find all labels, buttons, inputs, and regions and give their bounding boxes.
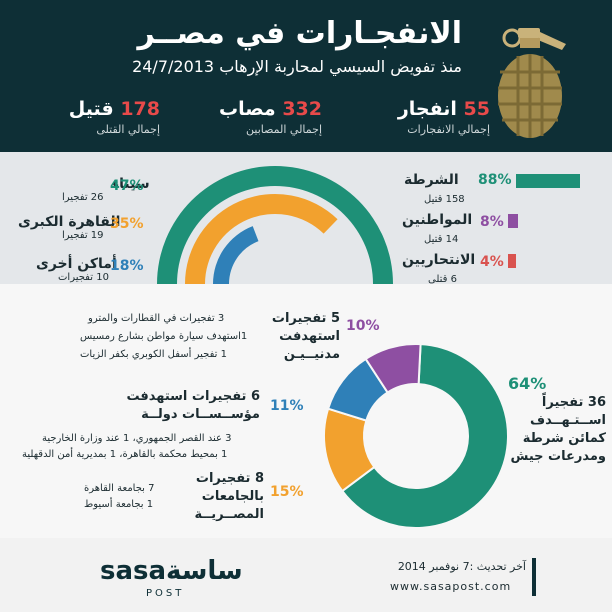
group-title-line: 6 تفجيرات استهدفت [126, 389, 260, 404]
website-link[interactable]: www.sasapost.com [390, 580, 512, 593]
group-title-line: المصــريــة [194, 507, 265, 522]
casualty-name: المواطنين [402, 212, 473, 228]
casualty-pct: 8% [480, 214, 504, 230]
donut-slice-0 [364, 343, 422, 394]
group-title: 8 تفجيرات بالجامعات المصــريــة [180, 470, 265, 524]
region-pct: 35% [110, 216, 144, 232]
casualty-sub: 158 قتيل [424, 194, 465, 205]
group-item: 3 تفجيرات في القطارات والمترو [88, 313, 225, 324]
bar [508, 254, 516, 268]
group-title-line: ومدرعات جيش [510, 449, 606, 464]
stat-word: مصاب [218, 98, 276, 120]
group-title: 6 تفجيرات استهدفت مؤســســات دولــة [100, 388, 260, 424]
casualty-name: الشرطة [404, 172, 459, 188]
region-ring-1 [185, 193, 338, 284]
targets-donut-chart [323, 343, 509, 529]
group-item: 1 تفجير أسفل الكوبري بكفر الزيات [80, 349, 227, 360]
stat-number: 178 [120, 98, 160, 120]
group-item: 1 بجامعة أسيوط [84, 499, 154, 510]
footer-divider [532, 558, 536, 596]
group-title-line: استهدفت [279, 329, 340, 344]
region-ring-2 [213, 226, 259, 284]
casualty-sub: 14 قتيل [424, 234, 459, 245]
region-name: القاهرة الكبرى [18, 214, 121, 230]
casualty-pct: 88% [478, 172, 512, 188]
casualties-section: الشرطة 88% 158 قتيل المواطنين 8% 14 قتيل… [0, 152, 612, 285]
group-title-line: 5 تفجيرات [271, 311, 340, 326]
group-title-line: كمائن شرطة [522, 431, 606, 446]
logo: sasaساسة [100, 556, 243, 586]
region-name: سيناء [112, 176, 150, 192]
header: الانفجـارات في مصــر منذ تفويض السيسي لم… [0, 0, 612, 152]
group-title-line: بالجامعات [201, 489, 264, 504]
stat-injured: 332 مصاب إجمالي المصابين [172, 96, 322, 138]
group-pct: 15% [270, 484, 304, 500]
stat-label: إجمالي المصابين [246, 123, 322, 136]
page-subtitle: منذ تفويض السيسي لمحاربة الإرهاب 24/7/20… [132, 57, 462, 76]
region-name: أماكن أخرى [36, 256, 117, 272]
group-title: 36 تفجيراً اســتـهــدف كمائن شرطة ومدرعا… [494, 394, 606, 466]
region-ring-0 [157, 166, 393, 284]
group-item: 1 بمحيط محكمة بالقاهرة، 1 بمديرية أمن ال… [22, 449, 228, 460]
grenade-icon [488, 24, 580, 140]
region-pct: 47% [110, 178, 144, 194]
logo-arabic: ساسة [166, 556, 243, 586]
group-title-line: 8 تفجيرات [195, 471, 264, 486]
stat-word: انفجار [397, 98, 457, 120]
stat-explosions: 55 انفجار إجمالي الانفجارات [340, 96, 490, 138]
donut-slice-3 [340, 343, 509, 529]
stat-label: إجمالي الانفجارات [407, 123, 490, 136]
bar [516, 174, 580, 188]
updated-date: آخر تحديث :7 نوفمبر 2014 [397, 560, 526, 573]
stat-number: 332 [282, 98, 322, 120]
group-title-line: اســتـهــدف [530, 413, 606, 428]
casualty-name: الانتحاريين [402, 252, 476, 268]
region-sub: 26 تفجيرا [62, 192, 104, 203]
group-title-line: مدنيــيـن [283, 347, 340, 362]
group-item: 3 عند القصر الجمهوري، 1 عند وزارة الخارج… [42, 433, 232, 444]
region-donut-chart [157, 166, 393, 284]
group-title-line: مؤســســات دولــة [141, 407, 260, 422]
group-item: 1استهدف سيارة مواطن بشارع رمسيس [80, 331, 248, 342]
group-item: 7 بجامعة القاهرة [84, 483, 155, 494]
region-pct: 18% [110, 258, 144, 274]
page-title: الانفجـارات في مصــر [137, 16, 462, 51]
region-sub: 10 تفجيرات [58, 272, 109, 283]
casualty-sub: 6 قتلى [428, 274, 457, 285]
stat-label: إجمالي القتلى [96, 123, 160, 136]
bar [508, 214, 518, 228]
casualty-pct: 4% [480, 254, 504, 270]
logo-latin: sasa [100, 556, 167, 586]
logo-sub: POST [146, 588, 185, 599]
targets-section: 10% 5 تفجيرات استهدفت مدنيــيـن 3 تفجيرا… [0, 284, 612, 538]
stat-number: 55 [463, 98, 490, 120]
stat-word: قتيل [68, 98, 114, 120]
stat-killed: 178 قتيل إجمالي القتلى [10, 96, 160, 138]
group-pct: 64% [508, 374, 547, 393]
group-title: 5 تفجيرات استهدفت مدنيــيـن [270, 310, 340, 364]
group-pct: 10% [346, 318, 380, 334]
group-pct: 11% [270, 398, 304, 414]
region-sub: 19 تفجيرا [62, 230, 104, 241]
footer: sasaساسة POST آخر تحديث :7 نوفمبر 2014 w… [0, 538, 612, 612]
group-title-line: 36 تفجيراً [541, 395, 606, 410]
